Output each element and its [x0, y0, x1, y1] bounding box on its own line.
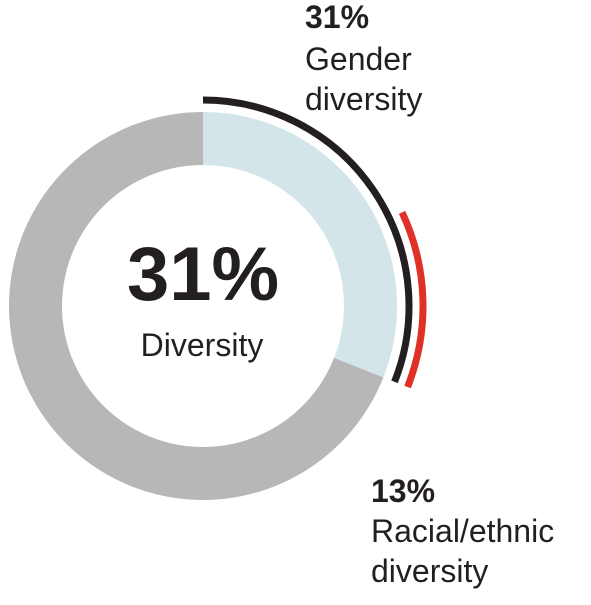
gender-callout-label-line-1: Gender	[305, 41, 412, 77]
racial-ethnic-callout-value: 13%	[371, 473, 435, 509]
gender-diversity-arc	[202, 96, 413, 384]
callout-arcs	[202, 96, 427, 389]
donut-slices	[9, 112, 397, 500]
gender-callout-label-line-2: diversity	[305, 81, 422, 117]
center-percentage: 31%	[127, 232, 279, 317]
racial-ethnic-callout: 13% Racial/ethnic diversity	[371, 473, 554, 589]
gender-callout-value: 31%	[305, 0, 369, 35]
center-label: Diversity	[141, 327, 264, 363]
donut-slice-0	[203, 112, 397, 378]
gender-callout: 31% Gender diversity	[305, 0, 422, 117]
racial-ethnic-callout-label-line-2: diversity	[371, 553, 488, 589]
racial-ethnic-callout-label-line-1: Racial/ethnic	[371, 513, 554, 549]
racial-ethnic-diversity-arc	[398, 210, 427, 389]
